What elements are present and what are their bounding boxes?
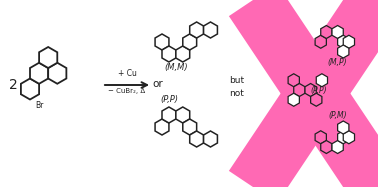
Polygon shape bbox=[311, 93, 322, 106]
Text: (P,P): (P,P) bbox=[311, 85, 327, 94]
Polygon shape bbox=[30, 63, 48, 84]
Polygon shape bbox=[155, 34, 169, 50]
Polygon shape bbox=[288, 93, 299, 106]
Polygon shape bbox=[338, 121, 349, 134]
Polygon shape bbox=[315, 131, 326, 144]
Polygon shape bbox=[176, 46, 190, 62]
Polygon shape bbox=[155, 119, 169, 135]
Polygon shape bbox=[321, 140, 332, 154]
Text: 2: 2 bbox=[9, 78, 17, 92]
Polygon shape bbox=[183, 119, 197, 135]
Polygon shape bbox=[316, 74, 327, 87]
Polygon shape bbox=[204, 131, 217, 147]
Text: (P,P): (P,P) bbox=[160, 95, 178, 104]
Polygon shape bbox=[229, 0, 378, 187]
Polygon shape bbox=[176, 107, 190, 123]
Polygon shape bbox=[343, 131, 355, 144]
Text: + Cu: + Cu bbox=[118, 69, 136, 78]
Polygon shape bbox=[332, 140, 343, 154]
Text: (M,P): (M,P) bbox=[328, 58, 347, 67]
Polygon shape bbox=[338, 35, 349, 48]
Polygon shape bbox=[48, 63, 67, 84]
Text: (M,M): (M,M) bbox=[164, 63, 187, 72]
Text: or: or bbox=[153, 79, 163, 89]
Polygon shape bbox=[305, 84, 316, 96]
Text: Br: Br bbox=[36, 101, 44, 110]
Polygon shape bbox=[338, 131, 349, 144]
Polygon shape bbox=[204, 22, 217, 38]
Polygon shape bbox=[183, 34, 197, 50]
Polygon shape bbox=[162, 46, 176, 62]
Polygon shape bbox=[21, 79, 39, 99]
Polygon shape bbox=[229, 0, 378, 187]
Polygon shape bbox=[338, 45, 349, 58]
Polygon shape bbox=[321, 25, 332, 39]
Polygon shape bbox=[343, 35, 355, 48]
Polygon shape bbox=[332, 25, 343, 39]
Polygon shape bbox=[288, 74, 299, 87]
Polygon shape bbox=[190, 22, 204, 38]
Polygon shape bbox=[162, 107, 176, 123]
Polygon shape bbox=[190, 131, 204, 147]
Polygon shape bbox=[294, 84, 305, 96]
Text: but
not: but not bbox=[229, 76, 245, 98]
Polygon shape bbox=[39, 47, 57, 68]
Polygon shape bbox=[315, 35, 326, 48]
Text: (P,M): (P,M) bbox=[328, 111, 347, 120]
Text: − CuBr₂, Δ: − CuBr₂, Δ bbox=[108, 88, 146, 94]
